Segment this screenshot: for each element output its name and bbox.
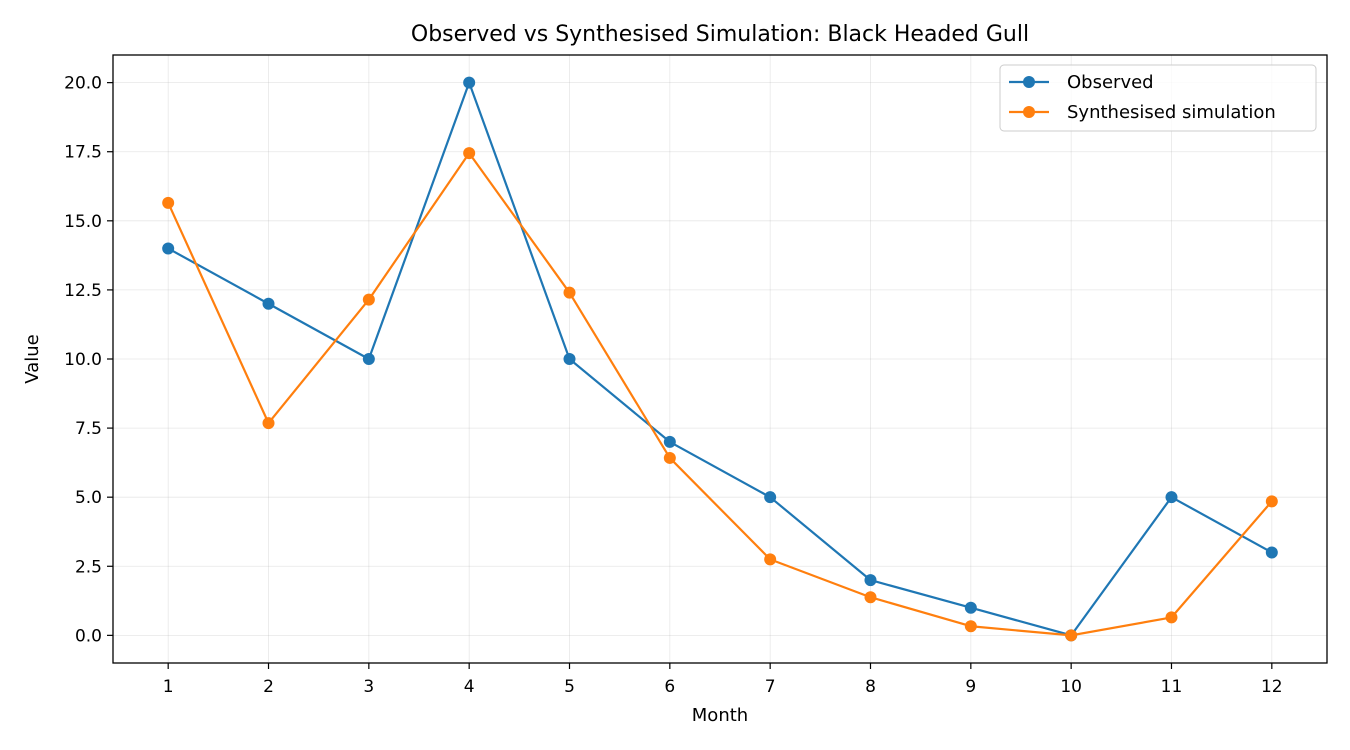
grid xyxy=(113,55,1327,663)
series-line-synthesised-simulation xyxy=(167,152,1273,637)
x-tick-label: 9 xyxy=(965,677,976,697)
data-point-synthesised-simulation xyxy=(162,196,175,209)
x-tick-label: 4 xyxy=(464,677,475,697)
data-point-observed xyxy=(864,574,877,587)
y-tick-label: 10.0 xyxy=(64,350,102,370)
data-point-observed xyxy=(262,297,275,310)
x-axis-label: Month xyxy=(692,705,748,726)
data-point-observed xyxy=(764,491,777,504)
y-tick-label: 17.5 xyxy=(64,143,102,163)
data-point-synthesised-simulation xyxy=(563,286,576,299)
data-point-observed xyxy=(964,601,977,614)
data-point-synthesised-simulation xyxy=(463,147,476,160)
data-point-synthesised-simulation xyxy=(864,591,877,604)
data-point-observed xyxy=(362,353,375,365)
y-tick-label: 20.0 xyxy=(64,74,102,94)
data-point-observed xyxy=(663,435,676,448)
y-axis-label: Value xyxy=(22,334,43,383)
x-tick-label: 2 xyxy=(263,677,274,697)
data-point-synthesised-simulation xyxy=(1265,495,1278,508)
y-tick-label: 5.0 xyxy=(75,488,102,508)
chart-title: Observed vs Synthesised Simulation: Blac… xyxy=(411,22,1029,47)
y-tick-label: 0.0 xyxy=(75,626,102,646)
legend-label-synthesised-simulation: Synthesised simulation xyxy=(1067,102,1276,123)
y-tick-label: 12.5 xyxy=(64,281,102,301)
data-point-observed xyxy=(463,76,476,89)
x-tick-label: 8 xyxy=(865,677,876,697)
data-point-observed xyxy=(1165,491,1178,504)
legend-marker-synthesised-simulation xyxy=(1023,106,1035,118)
x-tick-label: 7 xyxy=(765,677,776,697)
data-point-observed xyxy=(1265,546,1278,559)
legend-frame xyxy=(999,64,1317,132)
legend-label-observed: Observed xyxy=(1067,72,1154,93)
legend-marker-observed xyxy=(1023,76,1035,88)
y-tick-label: 15.0 xyxy=(64,212,102,232)
x-tick-label: 5 xyxy=(564,677,575,697)
data-point-synthesised-simulation xyxy=(362,293,375,306)
x-tick-label: 10 xyxy=(1060,677,1082,697)
data-point-synthesised-simulation xyxy=(764,553,777,566)
data-point-synthesised-simulation xyxy=(1065,629,1078,642)
data-point-synthesised-simulation xyxy=(1165,611,1178,624)
data-point-synthesised-simulation xyxy=(964,620,977,633)
series xyxy=(162,76,1278,642)
data-point-synthesised-simulation xyxy=(663,451,676,464)
x-tick-label: 3 xyxy=(363,677,374,697)
x-tick-label: 6 xyxy=(664,677,675,697)
data-point-observed xyxy=(162,242,175,255)
x-tick-label: 11 xyxy=(1161,677,1183,697)
axis-ticks: 1 2 3 4 5 6 7 8 9 10 11 120.02.55.07.510.012.515.01… xyxy=(64,74,1282,697)
legend: Observed Synthesised simulation xyxy=(999,64,1317,132)
series-line-observed xyxy=(167,81,1273,637)
x-tick-label: 12 xyxy=(1261,677,1283,697)
data-point-observed xyxy=(563,353,576,365)
data-point-synthesised-simulation xyxy=(262,417,275,430)
x-tick-label: 1 xyxy=(163,677,174,697)
y-tick-label: 2.5 xyxy=(75,557,102,577)
y-tick-label: 7.5 xyxy=(75,419,102,439)
